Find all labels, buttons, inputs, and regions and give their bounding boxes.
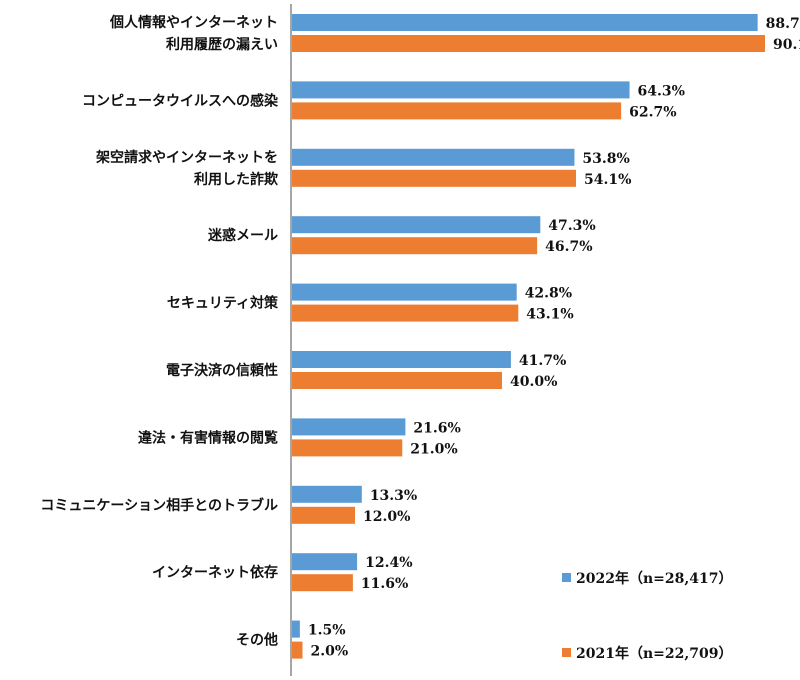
- bar: [292, 418, 406, 436]
- value-label: 41.7%: [519, 353, 566, 369]
- bar: [292, 351, 511, 368]
- category-label-line: 違法・有害情報の閲覧: [138, 429, 278, 446]
- legend-label: 2021年（n=22,709）: [576, 645, 732, 662]
- value-label: 11.6%: [361, 576, 408, 592]
- value-label: 13.3%: [370, 488, 417, 504]
- bar: [292, 620, 300, 638]
- bar: [292, 553, 358, 571]
- bar: [292, 14, 758, 31]
- category-label: その他: [236, 632, 278, 649]
- category-label: コミュニケーション相手とのトラブル: [40, 497, 278, 514]
- bar: [292, 372, 502, 389]
- value-label: 88.7%: [766, 16, 800, 32]
- bar: [292, 304, 519, 322]
- category-label: 個人情報やインターネット利用履歴の漏えい: [109, 14, 278, 53]
- category-label-line: セキュリティ対策: [167, 295, 279, 312]
- value-label: 12.0%: [363, 509, 410, 525]
- bar: [292, 506, 355, 524]
- category-label-line: その他: [236, 632, 278, 649]
- category-label: コンピュータウイルスへの感染: [82, 92, 279, 109]
- bar: [292, 641, 303, 659]
- value-label: 43.1%: [526, 307, 573, 323]
- bar: [292, 485, 362, 503]
- bar: [292, 574, 353, 592]
- value-labels: 88.7% 90.1% 64.3% 62.7% 53.8% 54.1% 47.3% 46.7%…: [308, 16, 800, 660]
- value-label: 46.7%: [545, 239, 592, 255]
- category-label-line: インターネット依存: [152, 564, 278, 581]
- category-label-line: 個人情報やインターネット: [109, 14, 278, 31]
- legend: 2022年（n=28,417） 2021年（n=22,709）: [562, 570, 732, 662]
- value-label: 54.1%: [584, 172, 631, 188]
- category-label-line: 利用履歴の漏えい: [166, 36, 278, 53]
- bar: [292, 148, 575, 166]
- value-label: 21.0%: [410, 441, 457, 457]
- value-label: 62.7%: [629, 104, 676, 120]
- category-label: インターネット依存: [152, 564, 278, 581]
- value-label: 40.0%: [510, 374, 557, 390]
- bar: [292, 81, 630, 99]
- category-label: セキュリティ対策: [167, 295, 279, 312]
- category-label-line: 利用した詐欺: [194, 171, 278, 188]
- value-label: 21.6%: [413, 420, 460, 436]
- category-label-line: 架空請求やインターネットを: [95, 149, 278, 166]
- bar: [292, 283, 517, 301]
- value-label: 1.5%: [308, 623, 346, 639]
- category-label-line: 電子決済の信頼性: [166, 362, 278, 379]
- bar: [292, 216, 541, 234]
- bar: [292, 102, 622, 120]
- category-labels: 個人情報やインターネット利用履歴の漏えいコンピュータウイルスへの感染架空請求やイ…: [40, 14, 279, 649]
- bars: [292, 14, 765, 659]
- category-label-line: コンピュータウイルスへの感染: [82, 92, 279, 109]
- value-label: 53.8%: [582, 151, 629, 167]
- category-label: 架空請求やインターネットを利用した詐欺: [95, 149, 278, 188]
- value-label: 64.3%: [638, 83, 685, 99]
- category-label: 迷惑メール: [207, 227, 278, 244]
- bar: [292, 169, 577, 187]
- legend-swatch: [562, 648, 571, 657]
- category-label-line: 迷惑メール: [207, 227, 278, 244]
- legend-label: 2022年（n=28,417）: [576, 570, 732, 587]
- bar: [292, 237, 538, 255]
- bar: [292, 35, 765, 52]
- value-label: 12.4%: [365, 555, 412, 571]
- bar: [292, 439, 403, 457]
- value-label: 90.1%: [773, 37, 800, 53]
- category-label: 電子決済の信頼性: [166, 362, 278, 379]
- category-label: 違法・有害情報の閲覧: [138, 429, 278, 446]
- value-label: 2.0%: [310, 644, 348, 660]
- category-label-line: コミュニケーション相手とのトラブル: [40, 497, 278, 514]
- legend-swatch: [562, 573, 571, 582]
- value-label: 47.3%: [548, 218, 595, 234]
- value-label: 42.8%: [525, 286, 572, 302]
